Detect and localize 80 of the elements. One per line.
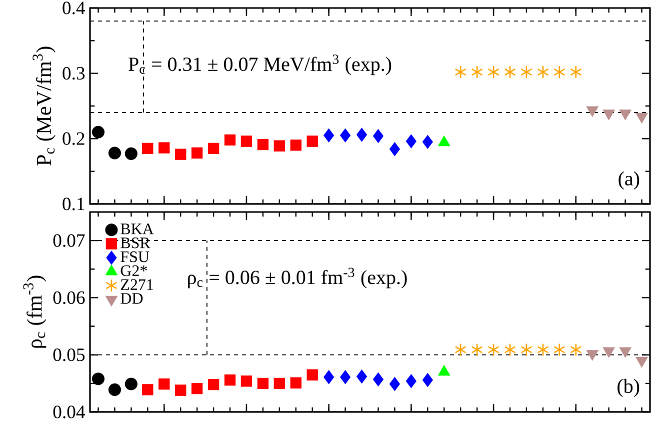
legend-label: DD [120,293,143,304]
point [274,378,286,390]
point [471,65,483,79]
legend-label: BSR [120,237,150,248]
y-tick-label: 0.4 [62,2,86,14]
point [570,65,582,79]
point [586,350,598,361]
point [142,384,154,396]
point [340,370,351,384]
point [504,65,516,79]
point [191,382,203,394]
point [537,65,549,79]
point [520,343,532,356]
point [92,126,105,138]
point [454,343,466,356]
point [274,140,286,152]
y-tick-label: 0.04 [53,406,86,418]
legend-label: G2* [120,265,147,276]
point [356,128,368,142]
point [224,134,236,146]
point [191,147,203,159]
point [174,148,186,160]
y-axis-title: ρ$_{c}$ (fm$^{-3}$) [23,276,46,348]
point [389,377,400,391]
point [257,138,269,150]
legend-label: BKA [120,224,154,234]
point [240,136,252,147]
annotation: (b) [618,378,640,398]
point [488,65,500,79]
point [142,142,154,154]
point [208,142,220,154]
point [108,383,121,396]
point [240,376,252,387]
point [340,128,351,142]
point [158,378,170,390]
point [471,343,483,356]
y-tick-label: 0.05 [53,348,85,362]
annotation: ρ$_{c}$ = 0.06 ± 0.01 fm$^{-3}$ (exp.) [188,268,407,288]
y-tick-label: 0.2 [62,132,84,146]
point [602,347,615,358]
point [356,370,368,384]
point [406,374,416,388]
point [422,373,433,387]
point [306,136,318,147]
legend-label: Z271 [120,279,153,290]
point [554,65,566,79]
point [290,377,302,388]
point [306,369,318,380]
point [108,146,121,160]
point [174,384,186,396]
annotation: (a) [618,171,640,190]
point [124,147,138,160]
point [324,128,334,142]
point [290,140,302,151]
point [208,378,220,390]
y-tick-label: 0.1 [62,198,84,210]
legend-label: FSU [120,251,150,262]
point [537,343,549,356]
point [92,372,105,386]
y-tick-label: 0.07 [53,234,85,247]
point [619,347,632,358]
point [422,134,433,149]
point [554,343,566,356]
point [504,343,516,356]
point [324,370,334,384]
point [257,378,269,390]
point [372,372,384,386]
point [570,343,582,356]
point [372,129,384,143]
y-tick-label: 0.06 [53,291,85,304]
point [406,134,416,148]
point [158,142,170,154]
point [488,343,500,356]
point [389,142,400,156]
point [520,65,532,79]
y-axis-title: P$_{c}$ (MeV/fm$^{3}$) [32,46,56,166]
point [454,65,466,79]
y-tick-label: 0.3 [62,66,85,80]
point [224,374,236,386]
point [124,378,138,390]
